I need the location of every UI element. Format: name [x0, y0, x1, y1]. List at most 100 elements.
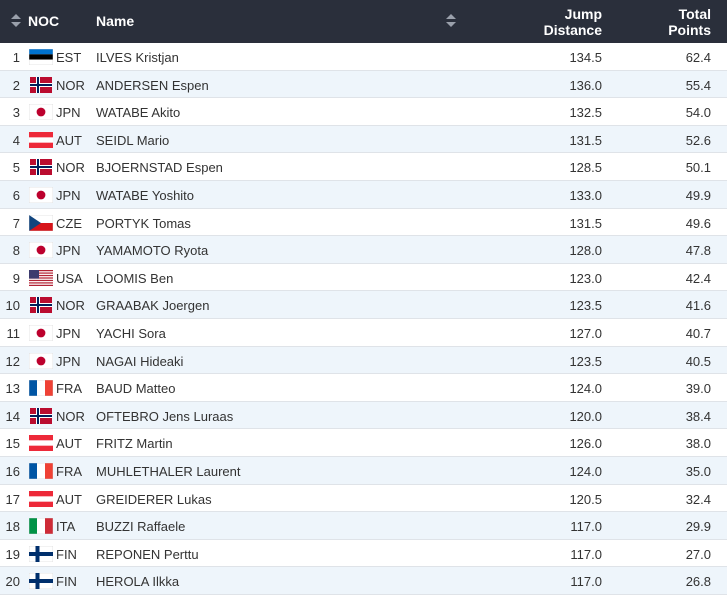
noc-cell: FRA: [56, 381, 82, 397]
noc-cell: NOR: [56, 408, 85, 424]
rank-cell: 17: [5, 491, 20, 507]
table-row[interactable]: 6 JPN WATABE Yoshito 133.0 49.9: [0, 180, 727, 209]
noc-cell: AUT: [56, 491, 82, 507]
usa-flag-icon: [29, 269, 53, 286]
sort-icon[interactable]: [446, 13, 456, 29]
athlete-name[interactable]: GREIDERER Lukas: [96, 491, 212, 507]
rank-cell: 8: [12, 243, 20, 259]
total-points-cell: 32.4: [685, 491, 711, 507]
athlete-name[interactable]: WATABE Yoshito: [96, 187, 195, 203]
column-header-noc[interactable]: NOC: [28, 13, 60, 29]
rank-cell: 7: [12, 215, 20, 231]
table-body: 1 EST ILVES Kristjan 134.5 62.4 2 NOR ANDERSEN …: [0, 43, 727, 595]
athlete-name[interactable]: HEROLA Ilkka: [96, 574, 180, 590]
total-points-cell: 55.4: [685, 77, 711, 93]
athlete-name[interactable]: ILVES Kristjan: [96, 50, 179, 65]
rank-cell: 15: [5, 436, 20, 452]
total-points-cell: 38.4: [685, 408, 711, 424]
rank-cell: 4: [12, 132, 20, 148]
athlete-name[interactable]: MUHLETHALER Laurent: [96, 463, 241, 479]
table-row[interactable]: 14 NOR OFTEBRO Jens Luraas 120.0 38.4: [0, 401, 727, 430]
jump-distance-cell: 117.0: [570, 546, 602, 562]
cze-flag-icon: [29, 214, 53, 231]
table-row[interactable]: 13 FRA BAUD Matteo 124.0 39.0: [0, 374, 727, 402]
total-header-line2: Points: [668, 22, 711, 38]
table-row[interactable]: 16 FRA MUHLETHALER Laurent 124.0 35.0: [0, 456, 727, 485]
noc-cell: JPN: [56, 243, 81, 259]
fra-flag-icon: [29, 380, 53, 397]
athlete-name[interactable]: BJOERNSTAD Espen: [96, 160, 223, 176]
table-row[interactable]: 18 ITA BUZZI Raffaele 117.0 29.9: [0, 512, 727, 540]
nor-flag-icon: [29, 159, 53, 176]
athlete-name[interactable]: GRAABAK Joergen: [96, 298, 210, 314]
column-header-name[interactable]: Name: [96, 13, 135, 29]
rank-cell: 20: [5, 574, 20, 590]
total-points-cell: 39.0: [685, 381, 711, 397]
total-points-cell: 38.0: [685, 436, 711, 452]
jump-distance-cell: 123.0: [569, 270, 602, 286]
column-header-jump-distance[interactable]: Jump Distance: [544, 6, 602, 38]
athlete-name[interactable]: SEIDL Mario: [96, 132, 170, 148]
athlete-name[interactable]: OFTEBRO Jens Luraas: [96, 408, 234, 424]
jump-distance-cell: 117.0: [570, 574, 602, 590]
table-row[interactable]: 3 JPN WATABE Akito 132.5 54.0: [0, 98, 727, 126]
jump-distance-cell: 133.0: [569, 187, 602, 203]
table-header: NOC Name Jump Distance Total Points: [0, 0, 727, 43]
table-row[interactable]: 4 AUT SEIDL Mario 131.5 52.6: [0, 125, 727, 154]
athlete-name[interactable]: BAUD Matteo: [96, 381, 176, 397]
jump-distance-cell: 123.5: [569, 298, 602, 314]
aut-flag-icon: [29, 131, 53, 148]
athlete-name[interactable]: PORTYK Tomas: [96, 215, 191, 231]
noc-cell: NOR: [56, 77, 85, 93]
total-points-cell: 49.9: [685, 187, 711, 203]
rank-cell: 10: [5, 298, 20, 314]
athlete-name[interactable]: YAMAMOTO Ryota: [96, 243, 209, 259]
table-row[interactable]: 8 JPN YAMAMOTO Ryota 128.0 47.8: [0, 236, 727, 264]
table-row[interactable]: 17 AUT GREIDERER Lukas 120.5 32.4: [0, 485, 727, 513]
sort-icon[interactable]: [11, 13, 21, 29]
fin-flag-icon: [29, 545, 53, 562]
total-header-line1: Total: [678, 6, 711, 22]
table-row[interactable]: 19 FIN REPONEN Perttu 117.0 27.0: [0, 540, 727, 568]
athlete-name[interactable]: ANDERSEN Espen: [96, 77, 209, 93]
table-row[interactable]: 9 USA LOOMIS Ben 123.0 42.4: [0, 264, 727, 292]
noc-cell: AUT: [56, 436, 82, 452]
est-flag-icon: [29, 49, 53, 65]
jump-distance-cell: 136.0: [569, 77, 602, 93]
athlete-name[interactable]: LOOMIS Ben: [96, 270, 174, 286]
total-points-cell: 62.4: [685, 50, 711, 65]
noc-cell: FRA: [56, 463, 82, 479]
jump-distance-cell: 131.5: [569, 132, 602, 148]
table-row[interactable]: 1 EST ILVES Kristjan 134.5 62.4: [0, 43, 727, 71]
athlete-name[interactable]: NAGAI Hideaki: [96, 353, 184, 369]
jump-distance-cell: 134.5: [569, 50, 602, 65]
noc-cell: FIN: [56, 546, 77, 562]
jump-distance-cell: 120.5: [569, 491, 602, 507]
athlete-name[interactable]: FRITZ Martin: [96, 436, 173, 452]
noc-cell: JPN: [56, 187, 81, 203]
total-points-cell: 40.7: [685, 325, 711, 341]
total-points-cell: 29.9: [685, 519, 711, 535]
jump-distance-cell: 123.5: [569, 353, 602, 369]
nor-flag-icon: [29, 297, 53, 314]
noc-cell: AUT: [56, 132, 82, 148]
table-row[interactable]: 2 NOR ANDERSEN Espen 136.0 55.4: [0, 70, 727, 99]
rank-cell: 13: [5, 381, 20, 397]
table-row[interactable]: 15 AUT FRITZ Martin 126.0 38.0: [0, 429, 727, 457]
table-row[interactable]: 7 CZE PORTYK Tomas 131.5 49.6: [0, 209, 727, 237]
athlete-name[interactable]: WATABE Akito: [96, 105, 181, 121]
athlete-name[interactable]: BUZZI Raffaele: [96, 519, 186, 535]
table-row[interactable]: 10 NOR GRAABAK Joergen 123.5 41.6: [0, 291, 727, 319]
table-row[interactable]: 20 FIN HEROLA Ilkka 117.0 26.8: [0, 567, 727, 595]
jump-header-line1: Jump: [564, 6, 602, 22]
noc-cell: CZE: [56, 215, 82, 231]
table-row[interactable]: 5 NOR BJOERNSTAD Espen 128.5 50.1: [0, 153, 727, 181]
noc-cell: NOR: [56, 160, 85, 176]
table-row[interactable]: 12 JPN NAGAI Hideaki 123.5 40.5: [0, 346, 727, 375]
athlete-name[interactable]: YACHI Sora: [96, 325, 166, 341]
rank-cell: 18: [5, 519, 20, 535]
column-header-total-points[interactable]: Total Points: [668, 6, 711, 38]
total-points-cell: 50.1: [685, 160, 711, 176]
athlete-name[interactable]: REPONEN Perttu: [96, 546, 199, 562]
table-row[interactable]: 11 JPN YACHI Sora 127.0 40.7: [0, 319, 727, 347]
